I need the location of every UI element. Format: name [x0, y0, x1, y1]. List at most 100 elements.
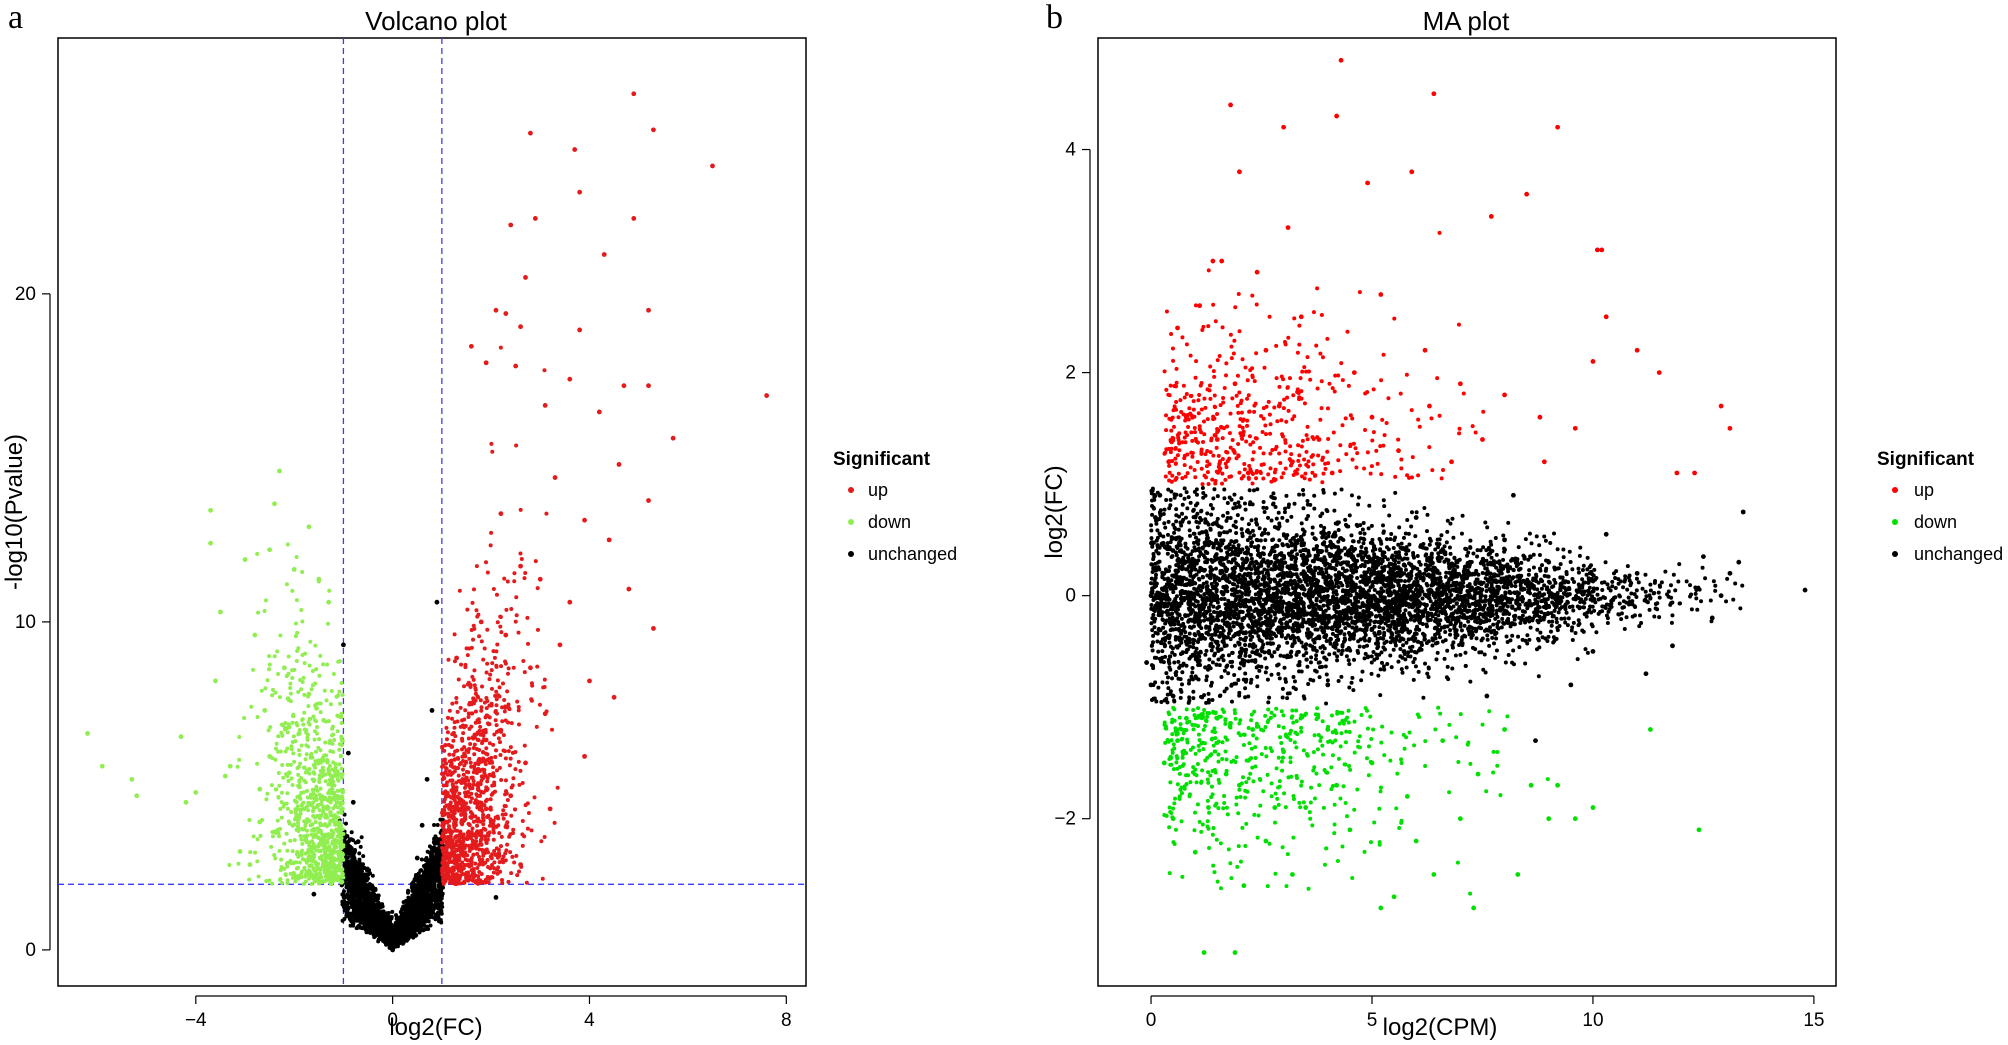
volcano-point-down: [310, 809, 315, 814]
volcano-point-down: [294, 621, 299, 626]
volcano-point-up: [494, 711, 499, 716]
volcano-point-up: [478, 619, 484, 625]
volcano-point-up: [513, 767, 518, 772]
volcano-point-down: [285, 696, 290, 701]
volcano-point-up: [503, 311, 509, 316]
volcano-legend: Significant up down unchanged: [833, 449, 957, 564]
volcano-point-down: [328, 702, 333, 707]
volcano-point-down: [338, 879, 343, 884]
volcano-point-up: [494, 592, 499, 597]
volcano-point-up: [582, 517, 587, 523]
ma-point-unchanged: [1485, 637, 1490, 642]
volcano-point-up: [480, 767, 485, 772]
volcano-point-up: [442, 848, 447, 853]
volcano-point-up: [463, 857, 468, 862]
volcano-point-down: [249, 704, 254, 709]
volcano-point-up: [535, 664, 540, 669]
volcano-point-down: [242, 715, 247, 720]
volcano-point-unchanged: [417, 886, 422, 891]
ma-point-unchanged: [1471, 551, 1476, 556]
volcano-point-up: [616, 462, 622, 467]
volcano-point-down: [340, 790, 345, 795]
volcano-point-down: [291, 872, 297, 877]
volcano-point-up: [626, 586, 632, 592]
volcano-point-down: [300, 848, 305, 853]
volcano-point-down: [309, 881, 314, 886]
volcano-point-up: [552, 475, 558, 480]
volcano-point-down: [290, 782, 295, 787]
volcano-point-down: [208, 540, 213, 546]
ma-point-unchanged: [1531, 565, 1536, 570]
volcano-point-down: [312, 771, 317, 776]
volcano-point-up: [475, 730, 480, 735]
volcano-point-down: [272, 829, 277, 835]
volcano-point-down: [313, 815, 318, 820]
volcano-point-unchanged: [385, 923, 390, 928]
volcano-point-unchanged: [428, 873, 433, 878]
volcano-point-unchanged: [387, 915, 392, 920]
volcano-point-unchanged: [428, 901, 433, 906]
volcano-point-down: [321, 662, 326, 667]
volcano-point-unchanged: [374, 907, 379, 912]
volcano-point-down: [329, 882, 334, 887]
volcano-point-up: [526, 811, 531, 816]
volcano-point-up: [472, 767, 477, 772]
ma-point-unchanged: [1185, 506, 1190, 511]
volcano-point-down: [320, 765, 325, 770]
volcano-point-down: [290, 668, 295, 673]
volcano-point-up: [509, 871, 514, 876]
volcano-point-up: [447, 752, 452, 757]
volcano-point-down: [327, 588, 332, 593]
volcano-point-unchanged: [344, 911, 349, 916]
volcano-point-up: [473, 873, 478, 878]
volcano-point-unchanged: [428, 923, 433, 928]
volcano-point-down: [307, 771, 312, 776]
volcano-point-unchanged: [357, 851, 362, 856]
volcano-point-unchanged: [362, 919, 367, 924]
volcano-point-down: [308, 639, 313, 644]
ma-point-unchanged: [1233, 519, 1238, 524]
volcano-point-up: [486, 722, 491, 727]
volcano-point-down: [319, 757, 324, 762]
volcano-point-up: [443, 769, 448, 774]
volcano-point-up: [481, 750, 486, 755]
volcano-point-unchanged: [435, 912, 440, 917]
volcano-point-unchanged: [430, 910, 435, 915]
volcano-point-down: [282, 725, 287, 730]
volcano-point-up: [505, 579, 510, 584]
volcano-point-up: [631, 216, 637, 221]
volcano-point-up: [488, 866, 493, 871]
volcano-point-down: [310, 787, 315, 792]
volcano-point-down: [339, 736, 344, 741]
volcano-point-down: [295, 820, 300, 825]
volcano-point-up: [490, 449, 495, 454]
volcano-point-down: [257, 819, 263, 825]
volcano-point-up: [520, 819, 525, 824]
volcano-point-up: [498, 869, 503, 874]
volcano-point-up: [503, 704, 508, 709]
volcano-point-up: [470, 735, 475, 740]
volcano-y-axis-label: -log10(Pvalue): [1, 434, 28, 590]
volcano-point-down: [334, 800, 339, 805]
volcano-point-up: [441, 852, 446, 857]
volcano-point-unchanged: [413, 883, 418, 888]
volcano-point-up: [481, 728, 486, 733]
volcano-point-up: [475, 614, 480, 619]
volcano-point-down: [319, 875, 324, 880]
volcano-point-up: [509, 606, 514, 611]
volcano-point-unchanged: [434, 847, 439, 852]
volcano-point-up: [479, 639, 484, 644]
volcano-point-up: [523, 275, 528, 280]
volcano-point-down: [332, 843, 337, 848]
volcano-point-up: [472, 839, 477, 844]
volcano-point-down: [311, 852, 317, 858]
volcano-point-up: [460, 754, 465, 759]
volcano-point-down: [321, 879, 326, 884]
volcano-point-unchanged: [365, 876, 370, 881]
volcano-point-up: [455, 709, 460, 714]
volcano-point-down: [331, 732, 336, 737]
volcano-point-up: [476, 816, 481, 821]
volcano-plot-frame: [57, 37, 807, 987]
volcano-point-up: [503, 851, 508, 856]
volcano-point-down: [312, 878, 317, 883]
